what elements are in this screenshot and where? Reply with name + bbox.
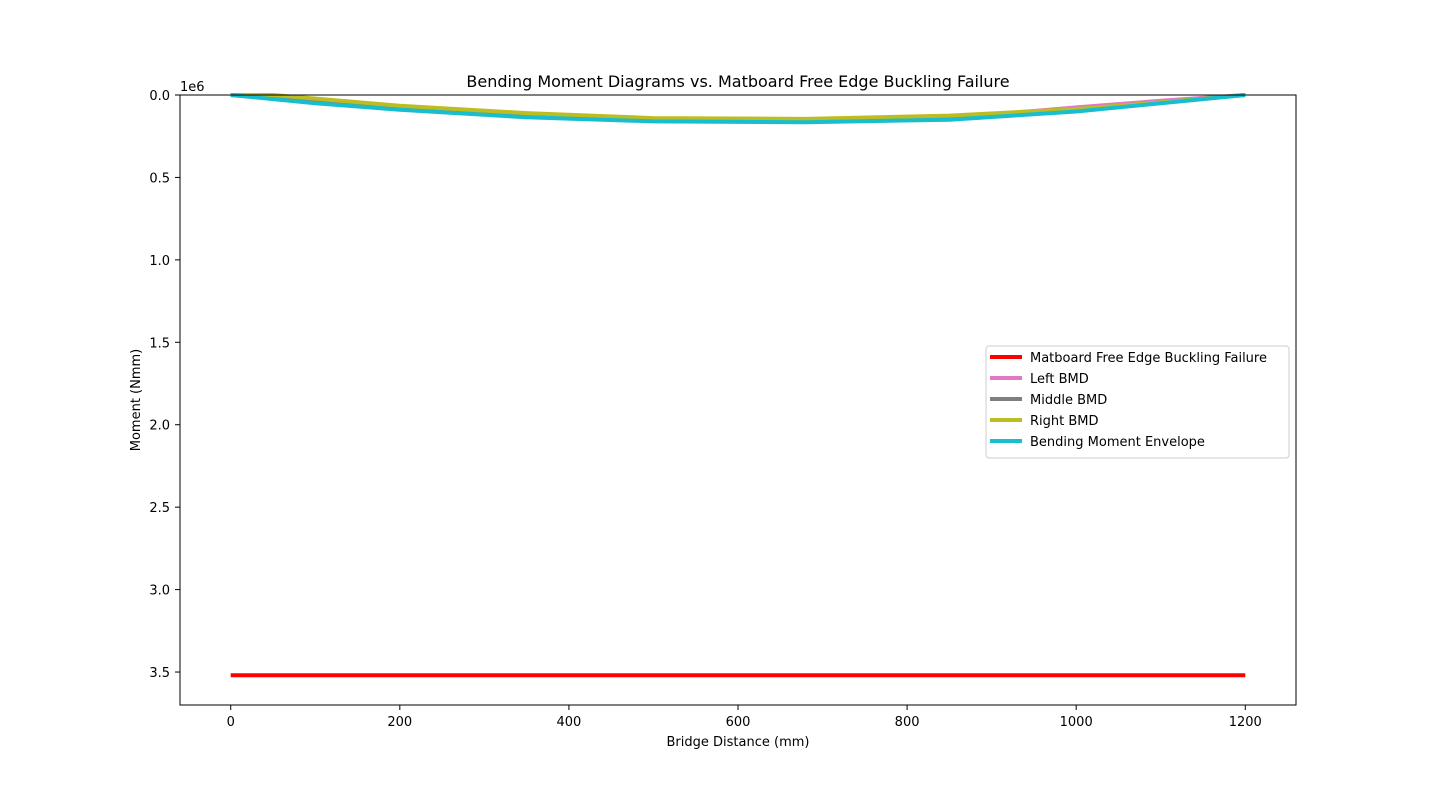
x-axis-label: Bridge Distance (mm) (667, 735, 810, 750)
x-tick-label: 600 (726, 715, 751, 730)
x-tick-label: 1000 (1060, 715, 1093, 730)
legend-label-3: Right BMD (1030, 414, 1099, 429)
y-tick-label: 0.5 (149, 171, 170, 186)
legend-box (985, 345, 1290, 459)
x-tick-label: 0 (227, 715, 235, 730)
legend-label-1: Left BMD (1030, 372, 1089, 387)
legend: Matboard Free Edge Buckling Failure Left … (985, 345, 1290, 459)
series-layer (230, 93, 1246, 678)
y-tick-label: 1.5 (149, 336, 170, 351)
chart-title: Bending Moment Diagrams vs. Matboard Fre… (466, 72, 1009, 91)
legend-label-0: Matboard Free Edge Buckling Failure (1030, 351, 1267, 366)
legend-label-2: Middle BMD (1030, 393, 1107, 408)
x-tick-label: 1200 (1229, 715, 1262, 730)
x-axis-ticks: 0 200 400 600 800 1000 1200 (227, 705, 1262, 730)
y-tick-label: 2.5 (149, 501, 170, 516)
y-tick-label: 3.0 (149, 584, 170, 599)
x-tick-label: 800 (895, 715, 920, 730)
y-tick-label: 0.0 (149, 89, 170, 104)
legend-label-4: Bending Moment Envelope (1030, 435, 1205, 450)
y-axis-offset-label: 1e6 (180, 80, 205, 95)
y-tick-label: 3.5 (149, 666, 170, 681)
x-tick-label: 200 (387, 715, 412, 730)
x-tick-label: 400 (556, 715, 581, 730)
series-line-4 (230, 93, 1246, 125)
y-axis-label: Moment (Nmm) (129, 349, 144, 452)
y-axis-ticks: 0.0 0.5 1.0 1.5 2.0 2.5 3.0 3.5 (149, 89, 180, 681)
y-tick-label: 2.0 (149, 419, 170, 434)
y-tick-label: 1.0 (149, 254, 170, 269)
